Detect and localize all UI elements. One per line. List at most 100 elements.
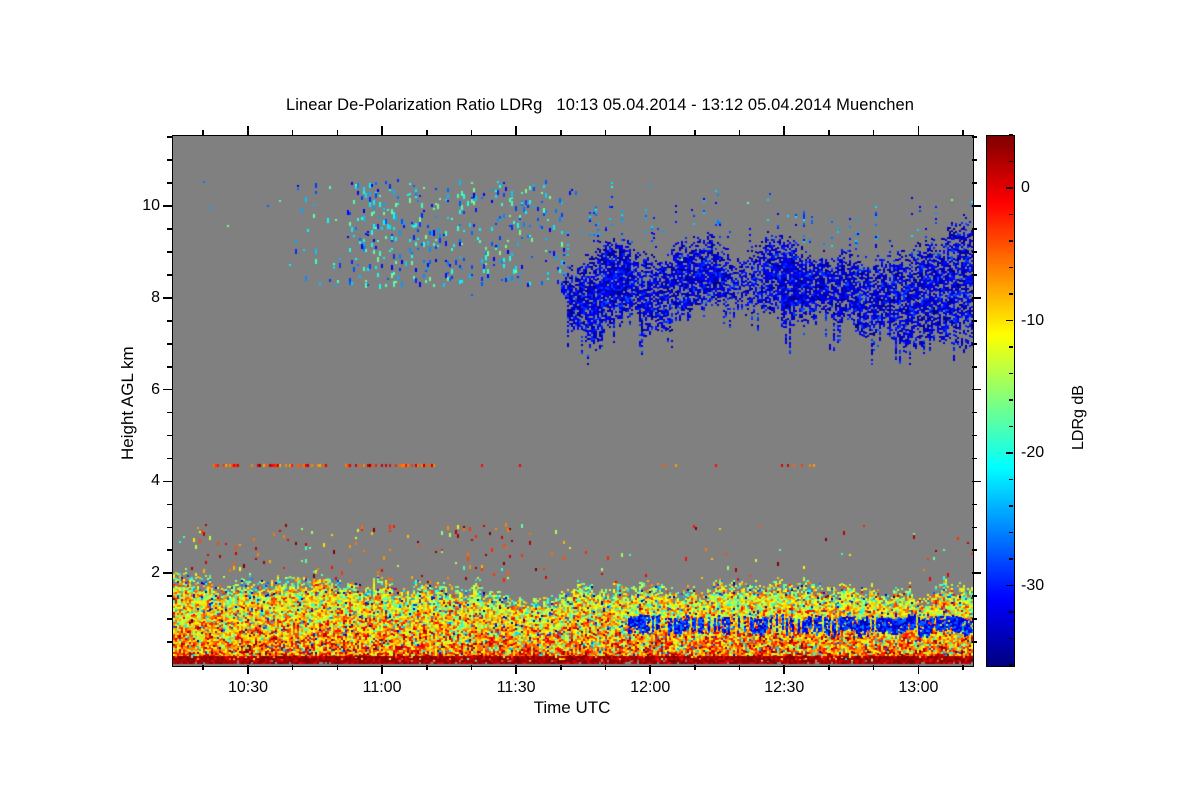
y-axis-major-tick [163,388,172,391]
y-axis-minor-tick-right [972,182,977,184]
x-axis-major-tick [783,665,786,674]
y-axis-minor-tick [167,434,172,437]
x-axis-major-tick [381,665,383,674]
y-axis-minor-tick-right [972,457,977,460]
x-axis-tick-label: 10:30 [227,679,268,696]
colorbar-minor-tick [1009,293,1013,295]
y-axis-minor-tick-right [972,411,977,414]
y-axis-minor-tick-right [972,618,977,620]
y-axis-major-tick-right [972,297,981,299]
y-axis-major-tick [163,297,172,299]
y-axis-minor-tick [167,342,172,345]
y-axis-tick-label: 4 [151,472,160,490]
colorbar [986,135,1015,667]
colorbar-major-tick [1006,584,1013,587]
x-axis-minor-tick-top [291,130,294,135]
x-axis-tick-label: 12:00 [630,679,671,696]
y-axis-minor-tick-right [972,320,977,322]
colorbar-tick-label: -30 [1021,576,1045,594]
colorbar-minor-tick [1009,611,1013,613]
y-axis-minor-tick [167,320,172,322]
y-axis-major-tick [163,480,172,483]
y-axis-minor-tick [167,182,172,184]
colorbar-minor-tick [1009,505,1013,507]
y-axis-minor-tick-right [972,342,977,345]
y-axis-minor-tick [167,365,172,368]
x-axis-minor-tick-top [694,130,696,135]
y-axis-major-tick [163,205,172,207]
y-axis-tick-label: 6 [151,380,160,398]
colorbar-minor-tick [1009,134,1013,136]
colorbar-minor-tick [1009,240,1013,242]
y-axis-minor-tick-right [972,251,977,253]
y-axis-major-tick-right [972,205,981,207]
y-axis-minor-tick [167,595,172,597]
x-axis-minor-tick-top [604,130,607,135]
y-axis-minor-tick [167,274,172,276]
x-axis-major-tick-top [783,126,786,135]
x-axis-tick-label: 13:00 [898,679,939,696]
x-axis-minor-tick [336,665,339,670]
colorbar-major-tick [1006,452,1013,454]
x-axis-minor-tick [560,665,562,670]
y-axis-minor-tick [167,159,172,162]
y-axis-minor-tick [167,228,172,230]
x-axis-tick-label: 12:30 [764,679,805,696]
x-axis-major-tick-top [247,126,249,135]
x-axis-label: Time UTC [533,698,611,717]
y-axis-tick-label: 2 [151,564,160,582]
y-axis-minor-tick-right [972,503,977,506]
x-axis-minor-tick [738,665,741,670]
x-axis-minor-tick [962,665,964,670]
x-axis-major-tick-top [381,126,383,135]
y-axis-tick-label: 8 [151,288,160,306]
y-axis-minor-tick-right [972,159,977,162]
y-axis-minor-tick [167,526,172,529]
y-axis-minor-tick [167,641,172,643]
colorbar-minor-tick [1009,160,1013,163]
x-axis-minor-tick-top [738,130,741,135]
colorbar-minor-tick [1009,664,1013,666]
x-axis-minor-tick [828,665,830,670]
y-axis-major-tick-right [972,388,981,391]
colorbar-minor-tick [1009,399,1013,401]
x-axis-minor-tick-top [336,130,339,135]
x-axis-minor-tick-top [202,130,205,135]
y-axis-minor-tick-right [972,549,977,552]
x-axis-major-tick [649,665,651,674]
colorbar-tick-label: 0 [1021,179,1030,196]
colorbar-gradient [987,136,1014,666]
colorbar-minor-tick [1009,213,1013,216]
colorbar-tick-label: -10 [1021,311,1045,329]
y-axis-minor-tick-right [972,228,977,230]
y-axis-minor-tick-right [972,641,977,643]
y-axis-minor-tick [167,457,172,460]
x-axis-major-tick [515,665,517,674]
x-axis-minor-tick [470,665,473,670]
x-axis-major-tick-top [917,126,920,135]
x-axis-minor-tick [604,665,607,670]
y-axis-minor-tick-right [972,526,977,529]
x-axis-major-tick-top [515,126,517,135]
x-axis-minor-tick-top [425,130,428,135]
x-axis-minor-tick [202,665,205,670]
colorbar-minor-tick [1009,346,1013,348]
heatmap-plot-area [172,135,974,667]
x-axis-minor-tick [872,665,875,670]
x-axis-minor-tick [694,665,696,670]
heatmap-raster [173,136,973,666]
y-axis-minor-tick-right [972,434,977,437]
y-axis-minor-tick [167,618,172,620]
x-axis-minor-tick [291,665,294,670]
colorbar-minor-tick [1009,372,1013,375]
page-title: Linear De-Polarization Ratio LDRg 10:13 … [285,96,915,114]
x-axis-minor-tick-top [872,130,875,135]
y-axis-minor-tick [167,503,172,506]
y-axis-major-tick-right [972,572,981,575]
y-axis-label: Height AGL km [118,346,137,460]
y-axis-minor-tick [167,136,172,139]
y-axis-major-tick-right [972,480,981,483]
x-axis-minor-tick-top [828,130,830,135]
x-axis-major-tick [917,665,920,674]
